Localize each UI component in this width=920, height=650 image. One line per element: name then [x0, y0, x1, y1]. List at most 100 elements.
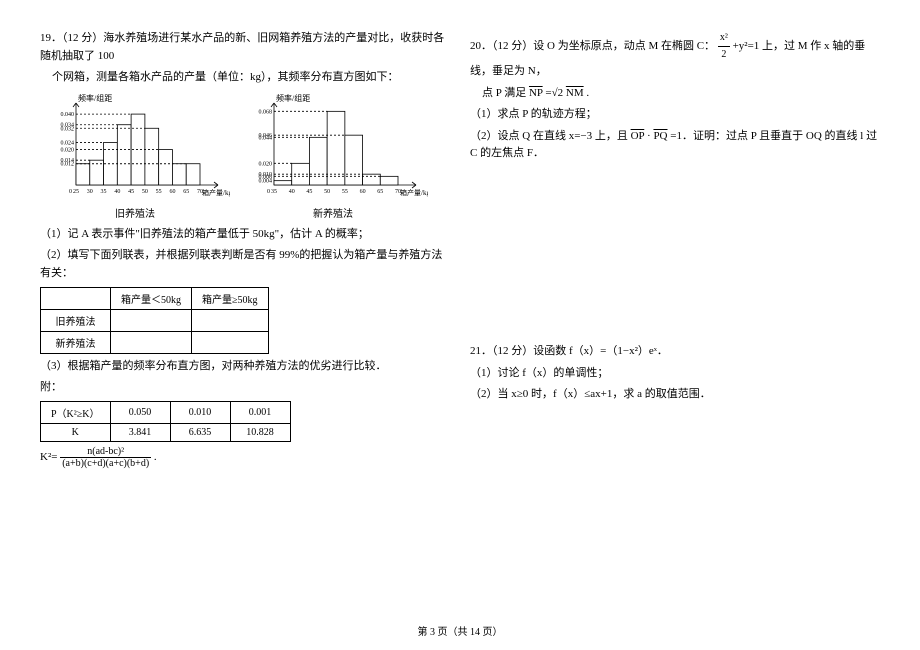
svg-text:65: 65: [377, 189, 383, 195]
q20-fraction: x² 2: [718, 30, 730, 63]
empty-cell: [192, 331, 269, 353]
svg-text:0.020: 0.020: [259, 161, 273, 167]
t2-r1c4: 0.001: [230, 401, 290, 423]
svg-text:35: 35: [101, 189, 107, 195]
svg-text:0.024: 0.024: [61, 140, 75, 146]
hist1-method-label: 旧养殖法: [115, 205, 155, 220]
t2-r2c1: K: [41, 423, 111, 441]
t2-r2c2: 3.841: [110, 423, 170, 441]
critical-value-table: P（K²≥K） 0.050 0.010 0.001 K 3.841 6.635 …: [40, 401, 291, 442]
svg-text:0.032: 0.032: [61, 126, 75, 132]
q20-line2a: 点 P 满足: [482, 87, 529, 99]
svg-text:50: 50: [142, 189, 148, 195]
formula-lhs: K²=: [40, 451, 57, 463]
t1-r2: 新养殖法: [41, 331, 111, 353]
svg-text:0: 0: [69, 189, 72, 195]
svg-text:65: 65: [183, 189, 189, 195]
q20-sub2: （2）设点 Q 在直线 x=−3 上，且 OP · PQ =1．证明：过点 P …: [470, 128, 880, 163]
contingency-table: 箱产量＜50kg 箱产量≥50kg 旧养殖法 新养殖法: [40, 287, 269, 354]
histogram-row: 频率/组距箱产量/kg0.0120.0140.0240.0340.0400.03…: [40, 93, 450, 220]
t2-r2c3: 6.635: [170, 423, 230, 441]
svg-text:45: 45: [128, 189, 134, 195]
vector-np: NP: [529, 87, 543, 99]
t2-r2c4: 10.828: [230, 423, 290, 441]
two-column-layout: 19．（12 分）海水养殖场进行某水产品的新、旧网箱养殖方法的产量对比，收获时各…: [40, 30, 880, 469]
table-row: 旧养殖法: [41, 309, 269, 331]
q20-header-a: 20．（12 分）设 O 为坐标原点，动点 M 在椭圆 C：: [470, 40, 715, 52]
q20-eq: =√2: [545, 87, 563, 99]
svg-text:频率/组距: 频率/组距: [78, 93, 112, 103]
formula-fraction: n(ad-bc)² (a+b)(c+d)(a+c)(b+d): [60, 446, 151, 469]
empty-cell: [192, 309, 269, 331]
t2-r1c1: P（K²≥K）: [41, 401, 111, 423]
t1-h3: 箱产量≥50kg: [192, 287, 269, 309]
hist1-svg: 频率/组距箱产量/kg0.0120.0140.0240.0340.0400.03…: [40, 93, 230, 203]
svg-text:0.068: 0.068: [259, 109, 273, 115]
svg-text:频率/组距: 频率/组距: [276, 93, 310, 103]
svg-text:0.020: 0.020: [61, 147, 75, 153]
hist2-svg: 频率/组距箱产量/kg0.0040.0200.0440.0680.0460.01…: [238, 93, 428, 203]
t2-r1c3: 0.010: [170, 401, 230, 423]
svg-text:55: 55: [342, 189, 348, 195]
hist2-method-label: 新养殖法: [313, 205, 353, 220]
formula-end: .: [154, 451, 157, 463]
q20-line2: 点 P 满足 NP =√2 NM .: [470, 85, 880, 103]
q19-header-line2: 个网箱，测量各箱水产品的产量（单位：kg），其频率分布直方图如下：: [40, 69, 450, 87]
vector-pq: PQ: [653, 130, 667, 142]
svg-text:60: 60: [360, 189, 366, 195]
vertical-gap: [470, 163, 880, 343]
q21-sub1: （1）讨论 f（x）的单调性；: [470, 365, 880, 383]
q19-sub1: （1）记 A 表示事件"旧养殖法的箱产量低于 50kg"，估计 A 的概率；: [40, 226, 450, 244]
q21-sub2: （2）当 x≥0 时，f（x）≤ax+1，求 a 的取值范围．: [470, 386, 880, 404]
svg-text:25: 25: [73, 189, 79, 195]
svg-text:60: 60: [169, 189, 175, 195]
vector-op: OP: [631, 130, 645, 142]
q19-header-line1: 19．（12 分）海水养殖场进行某水产品的新、旧网箱养殖方法的产量对比，收获时各…: [40, 30, 450, 65]
svg-text:50: 50: [324, 189, 330, 195]
svg-text:0.008: 0.008: [259, 174, 273, 180]
t2-r1c2: 0.050: [110, 401, 170, 423]
empty-cell: [111, 331, 192, 353]
svg-text:40: 40: [289, 189, 295, 195]
q20-sub2a: （2）设点 Q 在直线 x=−3 上，且: [470, 130, 631, 142]
q20-line2b: .: [586, 87, 589, 99]
table-row: 箱产量＜50kg 箱产量≥50kg: [41, 287, 269, 309]
q20-frac-num: x²: [718, 30, 730, 47]
table-row: P（K²≥K） 0.050 0.010 0.001: [41, 401, 291, 423]
table-row: K 3.841 6.635 10.828: [41, 423, 291, 441]
page-footer: 第 3 页（共 14 页）: [0, 623, 920, 638]
svg-text:40: 40: [114, 189, 120, 195]
svg-text:箱产量/kg: 箱产量/kg: [202, 188, 230, 197]
appendix-label: 附：: [40, 379, 450, 397]
q20-header: 20．（12 分）设 O 为坐标原点，动点 M 在椭圆 C： x² 2 +y²=…: [470, 30, 880, 81]
t1-h2: 箱产量＜50kg: [111, 287, 192, 309]
svg-text:35: 35: [271, 189, 277, 195]
empty-cell: [111, 309, 192, 331]
q20-frac-den: 2: [718, 47, 730, 63]
svg-text:0.046: 0.046: [259, 133, 273, 139]
svg-text:0.040: 0.040: [61, 112, 75, 118]
t1-h1: [41, 287, 111, 309]
t1-r1: 旧养殖法: [41, 309, 111, 331]
formula-den: (a+b)(c+d)(a+c)(b+d): [60, 458, 151, 469]
q19-sub2: （2）填写下面列联表，并根据列联表判断是否有 99%的把握认为箱产量与养殖方法有…: [40, 247, 450, 282]
svg-text:0: 0: [267, 189, 270, 195]
hist1-block: 频率/组距箱产量/kg0.0120.0140.0240.0340.0400.03…: [40, 93, 230, 220]
formula-num: n(ad-bc)²: [60, 446, 151, 458]
dot-op: ·: [647, 130, 651, 142]
q19-sub3: （3）根据箱产量的频率分布直方图，对两种养殖方法的优劣进行比较．: [40, 358, 450, 376]
svg-text:70: 70: [197, 189, 203, 195]
svg-text:30: 30: [87, 189, 93, 195]
svg-text:0.014: 0.014: [61, 158, 75, 164]
svg-text:55: 55: [156, 189, 162, 195]
svg-text:45: 45: [306, 189, 312, 195]
vector-nm: NM: [566, 87, 584, 99]
k2-formula: K²= n(ad-bc)² (a+b)(c+d)(a+c)(b+d) .: [40, 446, 450, 469]
hist2-block: 频率/组距箱产量/kg0.0040.0200.0440.0680.0460.01…: [238, 93, 428, 220]
svg-text:70: 70: [395, 189, 401, 195]
q21-header: 21．（12 分）设函数 f（x）=（1−x²）eˣ．: [470, 343, 880, 361]
svg-text:箱产量/kg: 箱产量/kg: [400, 188, 428, 197]
left-column: 19．（12 分）海水养殖场进行某水产品的新、旧网箱养殖方法的产量对比，收获时各…: [40, 30, 450, 469]
right-column: 20．（12 分）设 O 为坐标原点，动点 M 在椭圆 C： x² 2 +y²=…: [470, 30, 880, 469]
q20-sub1: （1）求点 P 的轨迹方程；: [470, 106, 880, 124]
